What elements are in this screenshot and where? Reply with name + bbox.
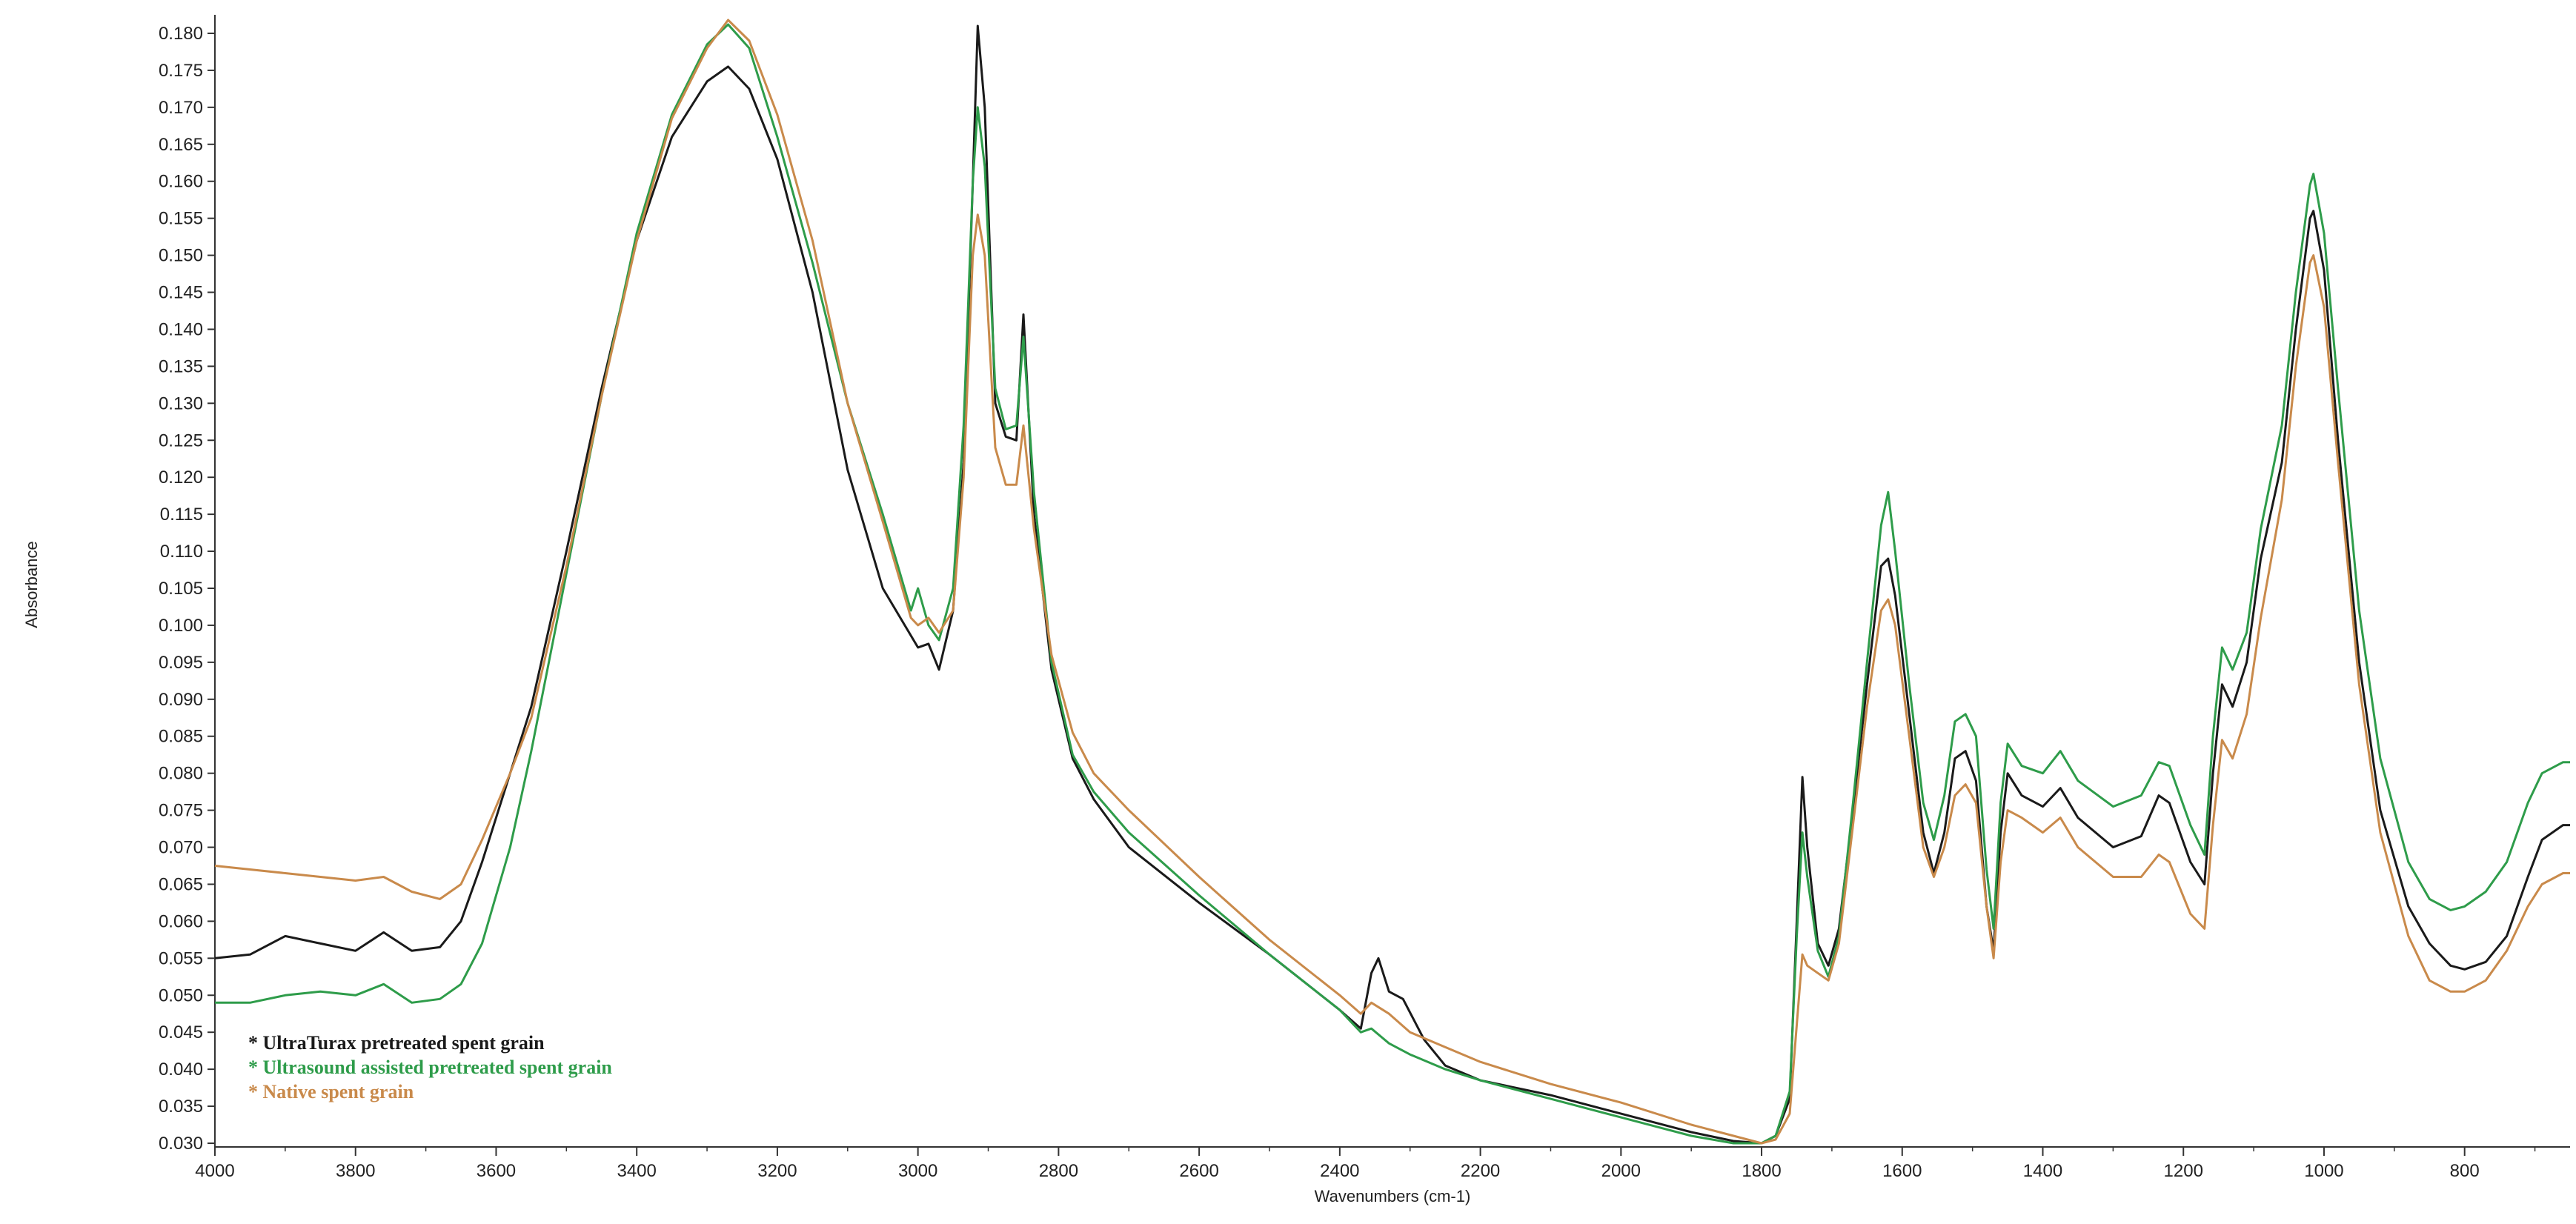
y-tick-label: 0.035	[159, 1097, 203, 1117]
y-tick-label: 0.050	[159, 985, 203, 1005]
y-tick-label: 0.120	[159, 468, 203, 488]
y-tick-label: 0.135	[159, 356, 203, 376]
x-tick-label: 2800	[1039, 1161, 1078, 1181]
legend-entry-1: * UltraTurax pretreated spent grain	[248, 1032, 545, 1054]
y-tick-label: 0.170	[159, 98, 203, 118]
y-tick-label: 0.150	[159, 246, 203, 266]
y-tick-label: 0.040	[159, 1060, 203, 1080]
y-tick-label: 0.030	[159, 1134, 203, 1154]
y-tick-label: 0.115	[160, 505, 203, 525]
series-line-3	[214, 19, 2570, 1145]
y-tick-label: 0.085	[159, 727, 203, 747]
x-tick-label: 3800	[336, 1161, 375, 1181]
y-tick-label: 0.095	[159, 653, 203, 673]
x-tick-label: 2000	[1601, 1161, 1641, 1181]
x-tick-label: 1400	[2023, 1161, 2062, 1181]
x-tick-label: 2400	[1320, 1161, 1359, 1181]
y-tick-label: 0.180	[159, 24, 203, 44]
y-tick-label: 0.070	[159, 838, 203, 858]
legend: * UltraTurax pretreated spent grain * Ult…	[248, 1032, 612, 1102]
y-tick-label: 0.080	[159, 764, 203, 784]
x-tick-label: 3400	[617, 1161, 656, 1181]
y-tick-label: 0.165	[159, 135, 203, 155]
y-tick-label: 0.065	[159, 874, 203, 894]
y-axis-title: Absorbance	[22, 541, 41, 628]
x-tick-label: 4000	[195, 1161, 234, 1181]
y-tick-label: 0.175	[159, 61, 203, 81]
x-tick-label: 3200	[757, 1161, 797, 1181]
y-tick-label: 0.145	[159, 283, 203, 303]
y-tick-label: 0.045	[159, 1022, 203, 1042]
y-tick-label: 0.090	[159, 690, 203, 710]
x-tick-label: 1600	[1882, 1161, 1922, 1181]
x-tick-label: 1200	[2164, 1161, 2203, 1181]
y-tick-label: 0.125	[159, 430, 203, 450]
x-tick-label: 2200	[1461, 1161, 1500, 1181]
series-line-1	[214, 24, 2570, 1145]
x-tick-label: 1000	[2304, 1161, 2343, 1181]
x-tick-label: 1800	[1742, 1161, 1781, 1181]
x-axis: 4000 3800 3600 3400 3200 3000 2800 2600 2400 2200…	[195, 1146, 2570, 1181]
plot-area	[214, 19, 2570, 1145]
y-tick-label: 0.055	[159, 948, 203, 968]
y-tick-label: 0.110	[160, 542, 203, 562]
y-tick-label: 0.130	[159, 393, 203, 413]
y-tick-label: 0.140	[159, 319, 203, 339]
x-axis-title: Wavenumbers (cm-1)	[1315, 1187, 1471, 1205]
legend-entry-3: * Native spent grain	[248, 1081, 414, 1102]
y-tick-label: 0.155	[159, 209, 203, 229]
y-tick-label: 0.105	[159, 579, 203, 599]
y-tick-label: 0.060	[159, 911, 203, 931]
y-tick-label: 0.160	[159, 172, 203, 192]
x-tick-label: 800	[2450, 1161, 2480, 1181]
y-tick-label: 0.075	[159, 801, 203, 821]
legend-entry-2: * Ultrasound assisted pretreated spent g…	[248, 1057, 612, 1078]
x-tick-label: 3600	[477, 1161, 516, 1181]
y-tick-label: 0.100	[159, 616, 203, 636]
x-tick-label: 2600	[1179, 1161, 1218, 1181]
x-tick-label: 3000	[898, 1161, 937, 1181]
series-line-2	[215, 23, 2570, 1145]
y-axis: 0.030 0.035 0.040 0.045 0.050 0.055 0.060 0.065…	[159, 15, 216, 1154]
